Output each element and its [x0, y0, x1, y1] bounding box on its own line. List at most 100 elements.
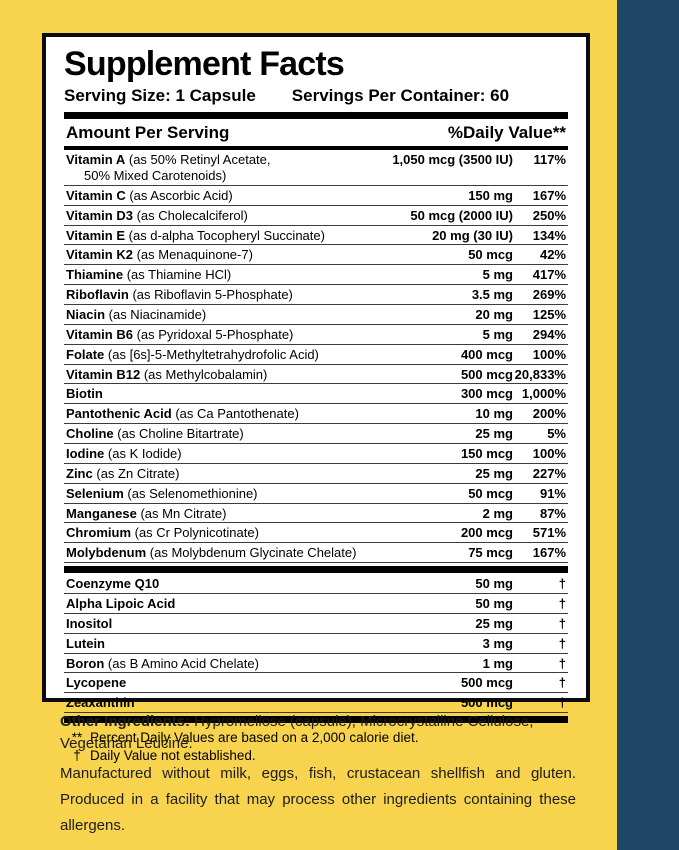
nutrient-rows-secondary: Coenzyme Q10 50 mg † Alpha Lipoic Acid 50 mg…	[64, 574, 568, 714]
nutrient-name-cell: Boron (as B Amino Acid Chelate)	[66, 656, 483, 672]
nutrient-row: Zinc (as Zn Citrate) 25 mg 227%	[64, 464, 568, 484]
nutrient-source-line2: 50% Mixed Carotenoids)	[84, 167, 227, 183]
serving-info: Serving Size: 1 Capsule Servings Per Con…	[64, 86, 568, 106]
nutrient-name-cell: Thiamine (as Thiamine HCl)	[66, 267, 483, 283]
nutrient-row: Vitamin E (as d-alpha Tocopheryl Succina…	[64, 226, 568, 246]
nutrient-daily-value: 117%	[533, 152, 566, 168]
nutrient-row: Pantothenic Acid (as Ca Pantothenate) 10 …	[64, 404, 568, 425]
nutrient-name: Niacin	[66, 306, 106, 322]
nutrient-name-cell: Zeaxanthin	[66, 695, 461, 711]
nutrient-row: Lutein 3 mg †	[64, 634, 568, 654]
nutrient-name: Riboflavin	[66, 287, 129, 303]
nutrient-row: Zeaxanthin 500 mcg †	[64, 693, 568, 714]
nutrient-row: Coenzyme Q10 50 mg †	[64, 574, 568, 594]
nutrient-name: Vitamin A	[66, 152, 126, 168]
nutrient-source: (as Ascorbic Acid)	[129, 187, 233, 203]
divider-thick-middle	[64, 566, 568, 574]
nutrient-source: (as Methylcobalamin)	[143, 366, 268, 382]
nutrient-name: Chromium	[66, 525, 131, 541]
nutrient-amount: 1 mg	[482, 655, 513, 671]
nutrient-row: Vitamin A (as 50% Retinyl Acetate, 50% Mi…	[64, 150, 568, 186]
nutrient-amount: 75 mcg	[468, 545, 513, 561]
nutrient-amount: 5 mg	[482, 267, 513, 283]
navy-side-stripe	[617, 0, 679, 850]
nutrient-source: (as Choline Bitartrate)	[117, 426, 244, 442]
nutrient-amount: 25 mg	[475, 615, 513, 631]
nutrient-source: (as B Amino Acid Chelate)	[107, 655, 259, 671]
divider-thick-bottom	[64, 716, 568, 724]
nutrient-amount: 200 mcg	[460, 525, 513, 541]
nutrient-name-cell: Lutein	[66, 636, 483, 652]
nutrient-amount: 20 mg (30 IU)	[432, 227, 513, 243]
nutrient-amount: 500 mcg	[460, 675, 513, 691]
nutrient-amount: 3 mg	[482, 635, 513, 651]
nutrient-name: Pantothenic Acid	[66, 406, 172, 422]
nutrient-amount: 50 mcg (2000 IU)	[410, 207, 513, 223]
nutrient-name-cell: Vitamin B12 (as Methylcobalamin)	[66, 367, 461, 383]
nutrient-daily-value: 167%	[532, 187, 566, 203]
nutrient-amount: 20 mg	[475, 306, 513, 322]
nutrient-daily-value: 269%	[532, 287, 566, 303]
nutrient-daily-value: 20,833%	[514, 366, 566, 382]
nutrient-name: Inositol	[66, 615, 113, 631]
nutrient-row: Boron (as B Amino Acid Chelate) 1 mg †	[64, 654, 568, 674]
other-ingredients-text: Hypromellose (capsule), Microcrystalline…	[60, 713, 534, 752]
nutrient-row: Folate (as [6s]-5-Methyltetrahydrofolic …	[64, 345, 568, 365]
nutrient-row: Chromium (as Cr Polynicotinate) 200 mcg 57…	[64, 523, 568, 544]
nutrient-name-cell: Vitamin B6 (as Pyridoxal 5-Phosphate)	[66, 327, 483, 343]
nutrient-name: Manganese	[66, 505, 137, 521]
nutrient-row: Vitamin B6 (as Pyridoxal 5-Phosphate) 5 m…	[64, 325, 568, 345]
nutrient-amount: 300 mcg	[460, 386, 513, 402]
nutrient-source: (as Mn Citrate)	[140, 505, 227, 521]
nutrient-name: Vitamin D3	[66, 207, 133, 223]
nutrient-amount: 50 mg	[475, 595, 513, 611]
nutrient-amount: 500 mcg	[460, 366, 513, 382]
nutrient-daily-value: 5%	[547, 426, 566, 442]
nutrient-name: Alpha Lipoic Acid	[66, 595, 176, 611]
nutrient-name-cell: Vitamin K2 (as Menaquinone-7)	[66, 247, 468, 263]
nutrient-name: Zinc	[66, 465, 93, 481]
nutrient-amount: 500 mcg	[460, 695, 513, 711]
nutrient-name: Vitamin E	[66, 227, 126, 243]
column-header: Amount Per Serving %Daily Value**	[64, 119, 568, 146]
nutrient-name: Molybdenum	[66, 545, 147, 561]
nutrient-name-cell: Pantothenic Acid (as Ca Pantothenate)	[66, 406, 475, 422]
nutrient-name: Lutein	[66, 635, 105, 651]
serving-size: Serving Size: 1 Capsule	[64, 86, 256, 106]
nutrient-name-cell: Folate (as [6s]-5-Methyltetrahydrofolic …	[66, 347, 461, 363]
nutrient-row: Vitamin K2 (as Menaquinone-7) 50 mcg 42%	[64, 245, 568, 266]
nutrient-name-cell: Vitamin D3 (as Cholecalciferol)	[66, 208, 410, 224]
nutrient-daily-value: 91%	[539, 485, 566, 501]
nutrient-name-cell: Inositol	[66, 616, 475, 632]
nutrient-name: Boron	[66, 655, 105, 671]
nutrient-amount: 150 mg	[468, 187, 513, 203]
nutrient-daily-value: 167%	[532, 545, 566, 561]
nutrient-name-cell: Vitamin E (as d-alpha Tocopheryl Succina…	[66, 228, 432, 244]
nutrient-daily-value: †	[558, 576, 566, 592]
amount-per-serving-header: Amount Per Serving	[66, 123, 230, 143]
nutrient-name: Vitamin B12	[66, 366, 141, 382]
nutrient-name: Thiamine	[66, 267, 124, 283]
nutrient-name-cell: Vitamin A (as 50% Retinyl Acetate, 50% Mi…	[66, 152, 392, 184]
nutrient-amount: 400 mcg	[460, 346, 513, 362]
nutrient-name: Folate	[66, 346, 105, 362]
nutrient-rows-primary: Vitamin A (as 50% Retinyl Acetate, 50% Mi…	[64, 150, 568, 564]
nutrient-daily-value: †	[558, 615, 566, 631]
nutrient-source: (as Selenomethionine)	[127, 485, 258, 501]
nutrient-daily-value: 125%	[532, 306, 566, 322]
footnote-symbol: †	[73, 747, 81, 763]
nutrient-amount: 5 mg	[482, 326, 513, 342]
nutrient-daily-value: 200%	[532, 406, 566, 422]
nutrient-name: Iodine	[66, 445, 105, 461]
nutrient-daily-value: 417%	[532, 267, 566, 283]
nutrient-row: Alpha Lipoic Acid 50 mg †	[64, 594, 568, 614]
nutrient-daily-value: †	[558, 635, 566, 651]
nutrient-source: (as Pyridoxal 5-Phosphate)	[136, 326, 294, 342]
nutrient-amount: 50 mcg	[468, 247, 513, 263]
nutrient-name-cell: Iodine (as K Iodide)	[66, 446, 461, 462]
other-ingredients-label: Other Ingredients:	[60, 713, 191, 730]
nutrient-daily-value: 87%	[539, 505, 566, 521]
nutrient-amount: 50 mg	[475, 576, 513, 592]
nutrient-name-cell: Selenium (as Selenomethionine)	[66, 486, 468, 502]
nutrient-daily-value: 250%	[532, 207, 566, 223]
